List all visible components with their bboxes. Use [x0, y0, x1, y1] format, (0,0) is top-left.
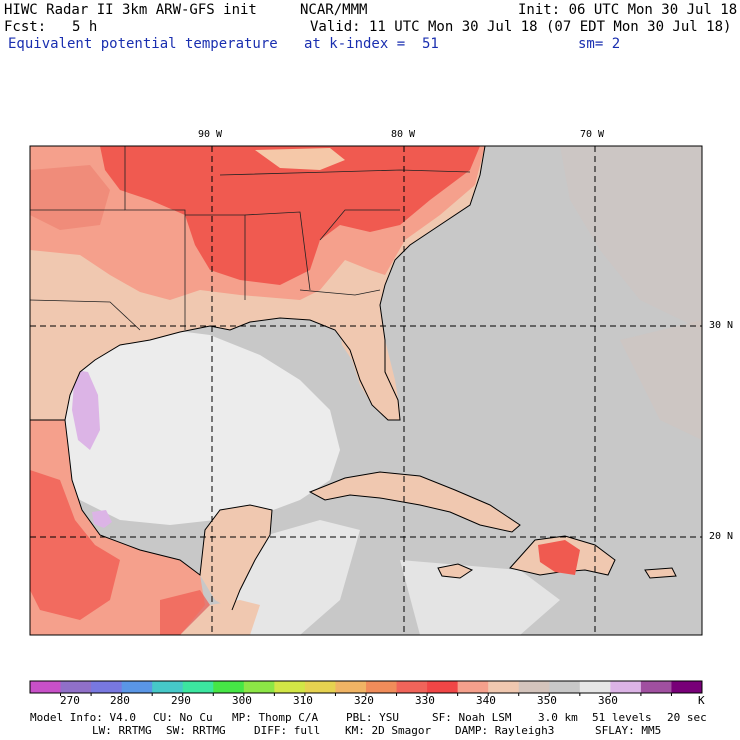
colorbar-swatch: [182, 681, 214, 693]
west-warm-patch: [30, 165, 110, 230]
north-pale-patch: [255, 148, 345, 170]
footer-sflay: SFLAY: MM5: [595, 724, 662, 737]
colorbar: [29, 680, 703, 696]
colorbar-swatch: [60, 681, 92, 693]
model-title: HIWC Radar II 3km ARW-GFS init: [4, 2, 257, 18]
lat-lon-grid: [30, 146, 702, 635]
footer-sw: SW: RRTMG: [166, 724, 226, 737]
field-name: Equivalent potential temperature: [8, 36, 278, 52]
map-field: [30, 146, 702, 635]
footer-lw: LW: RRTMG: [92, 724, 152, 737]
lon-label-70w: 70 W: [580, 129, 605, 140]
us-coastline: [30, 146, 486, 421]
colorbar-label-340: 340: [476, 694, 496, 707]
footer-cu: CU: No Cu: [153, 711, 213, 724]
footer-timestep: 20 sec: [667, 711, 707, 724]
colorbar-swatch: [671, 681, 703, 693]
colorbar-swatch: [243, 681, 275, 693]
footer-resolution: 3.0 km: [538, 711, 578, 724]
footer-damp: DAMP: Rayleigh3: [455, 724, 555, 737]
fcst-label: Fcst:: [4, 19, 47, 35]
mexico-hot-patch: [30, 470, 120, 620]
lat-label-20n: 20 N: [709, 531, 734, 542]
colorbar-label-350: 350: [537, 694, 557, 707]
hispaniola-hot: [538, 540, 580, 575]
state-borders: [30, 146, 471, 331]
cuba: [308, 471, 521, 533]
footer-mp: MP: Thomp C/A: [232, 711, 319, 724]
colorbar-label-270: 270: [60, 694, 80, 707]
colorbar-label-310: 310: [293, 694, 313, 707]
colorbar-swatch: [121, 681, 153, 693]
caribbean-pale-region-2: [400, 560, 560, 635]
map-frame: [29, 145, 703, 636]
jamaica: [437, 563, 474, 579]
colorbar-swatch: [366, 681, 398, 693]
colorbar-swatch: [579, 681, 611, 693]
colorbar-swatch: [457, 681, 489, 693]
footer-diff: DIFF: full: [254, 724, 321, 737]
colorbar-label-300: 300: [232, 694, 252, 707]
colorbar-label-360: 360: [598, 694, 618, 707]
gulf-pale-region: [58, 330, 340, 525]
colorbar-swatch: [213, 681, 245, 693]
colorbar-swatch: [396, 681, 428, 693]
colorbar-swatch: [610, 681, 642, 693]
lon-label-90w: 90 W: [198, 129, 223, 140]
lavender-patch-gulf: [92, 510, 112, 528]
colorbar-label-330: 330: [415, 694, 435, 707]
yucatan: [200, 505, 272, 610]
colorbar-swatch: [152, 681, 184, 693]
colorbar-swatch: [549, 681, 581, 693]
colorbar-swatch: [91, 681, 123, 693]
footer-sf: SF: Noah LSM: [432, 711, 512, 724]
fcst-value: 5 h: [72, 19, 98, 35]
colorbar-swatch: [518, 681, 550, 693]
footer-levels: 51 levels: [592, 711, 652, 724]
colorbar-unit: K: [698, 694, 705, 707]
colorbar-label-290: 290: [171, 694, 191, 707]
init-time: Init: 06 UTC Mon 30 Jul 18: [518, 2, 738, 18]
footer-km: KM: 2D Smagor: [345, 724, 432, 737]
colorbar-swatch: [488, 681, 520, 693]
colorbar-swatch: [335, 681, 367, 693]
valid-time: Valid: 11 UTC Mon 30 Jul 18 (07 EDT Mon …: [310, 19, 732, 35]
colorbar-swatch: [640, 681, 672, 693]
lat-label-30n: 30 N: [709, 320, 734, 331]
colorbar-swatch: [30, 681, 62, 693]
level-label: at k-index = 51: [304, 36, 439, 52]
central-america: [180, 600, 260, 635]
us-hot-core: [100, 146, 480, 285]
org-label: NCAR/MMM: [300, 2, 368, 18]
colorbar-swatch: [274, 681, 306, 693]
atlantic-tint-2: [620, 320, 702, 440]
smooth-label: sm= 2: [578, 36, 621, 52]
lon-label-80w: 80 W: [391, 129, 416, 140]
footer-pbl: PBL: YSU: [346, 711, 399, 724]
colorbar-swatch: [427, 681, 459, 693]
colorbar-label-320: 320: [354, 694, 374, 707]
colorbar-label-280: 280: [110, 694, 130, 707]
mexico-coastline: [64, 419, 273, 611]
puerto-rico: [644, 567, 677, 579]
footer-model-info: Model Info: V4.0: [30, 711, 136, 724]
lavender-patch-texas: [72, 370, 100, 450]
florida: [340, 328, 400, 420]
caribbean-pale-region: [235, 520, 360, 635]
colorbar-swatch: [304, 681, 336, 693]
